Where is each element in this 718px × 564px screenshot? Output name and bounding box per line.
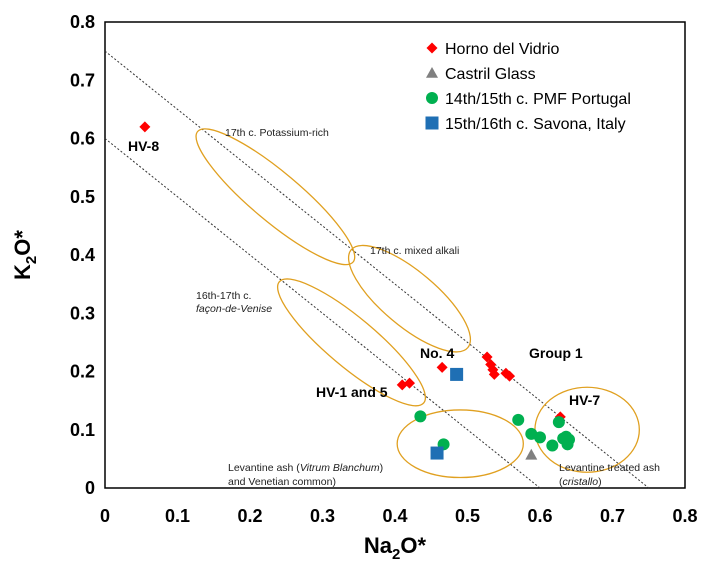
- region-label-facon-line1: 16th-17th c.: [196, 290, 251, 302]
- y-tick-label: 0.3: [70, 303, 95, 323]
- data-point-circle: [561, 438, 574, 451]
- x-tick-label: 0.4: [382, 506, 407, 526]
- legend: Horno del Vidrio Castril Glass 14th/15th c…: [425, 41, 631, 133]
- point-label-hv-8: HV-8: [128, 138, 159, 154]
- x-tick-label: 0.2: [237, 506, 262, 526]
- x-tick-label: 0.6: [527, 506, 552, 526]
- reference-line: [104, 138, 541, 489]
- point-label-group-1: Group 1: [529, 345, 583, 361]
- data-point-diamond: [481, 351, 493, 363]
- data-point-circle: [552, 416, 565, 429]
- legend-marker-diamond: [426, 42, 438, 54]
- y-axis-title: K2O*: [10, 230, 40, 280]
- region-label-mixed-alkali: 17th c. mixed alkali: [370, 245, 459, 257]
- data-point-diamond: [436, 361, 448, 373]
- data-point-triangle: [525, 448, 538, 460]
- point-label-no-4: No. 4: [420, 345, 454, 361]
- legend-marker-square: [425, 116, 439, 130]
- region-label-potassium-rich: 17th c. Potassium-rich: [225, 127, 329, 139]
- x-tick-label: 0: [100, 506, 110, 526]
- region-label-levantine-line1: Levantine ash (Vitrum Blanchum): [228, 462, 383, 474]
- y-axis-ticks: 0 0.1 0.2 0.3 0.4 0.5 0.6 0.7 0.8: [70, 12, 95, 498]
- data-point-square: [450, 367, 464, 381]
- x-tick-label: 0.8: [672, 506, 697, 526]
- x-axis-ticks: 0 0.1 0.2 0.3 0.4 0.5 0.6 0.7 0.8: [100, 506, 698, 526]
- legend-label: Castril Glass: [445, 66, 536, 83]
- x-tick-label: 0.7: [600, 506, 625, 526]
- data-point-circle: [414, 410, 427, 423]
- region-ellipse: [195, 128, 356, 266]
- legend-label: 15th/16th c. Savona, Italy: [445, 116, 626, 133]
- data-point-diamond: [396, 379, 408, 391]
- data-point-diamond: [404, 377, 415, 389]
- y-tick-label: 0.1: [70, 420, 95, 440]
- plot-area-frame: [104, 21, 686, 489]
- y-tick-label: 0.5: [70, 187, 95, 207]
- data-point-circle: [546, 439, 559, 452]
- y-tick-label: 0.4: [70, 245, 95, 265]
- region-label-treated-line1: Levantine treated ash: [559, 462, 660, 474]
- point-label-hv-7: HV-7: [569, 392, 600, 408]
- data-point-square: [430, 446, 444, 460]
- x-axis-title: Na2O*: [364, 533, 427, 563]
- data-point-diamond: [139, 121, 151, 133]
- data-point-circle: [534, 431, 546, 444]
- y-tick-label: 0.6: [70, 129, 95, 149]
- region-label-facon-line2: façon-de-Venise: [196, 303, 272, 315]
- legend-marker-triangle: [426, 67, 438, 78]
- y-tick-label: 0.8: [70, 12, 95, 32]
- region-label-treated-line2: (cristallo): [559, 476, 602, 488]
- x-tick-label: 0.3: [310, 506, 335, 526]
- legend-marker-circle: [426, 92, 438, 104]
- data-points: [139, 121, 575, 460]
- y-tick-label: 0: [85, 478, 95, 498]
- legend-label: 14th/15th c. PMF Portugal: [445, 91, 631, 108]
- data-point-circle: [512, 413, 525, 426]
- data-point-diamond: [504, 370, 516, 382]
- data-point-diamond: [488, 368, 500, 380]
- y-tick-label: 0.2: [70, 362, 95, 382]
- y-tick-label: 0.7: [70, 70, 95, 90]
- x-tick-label: 0.5: [455, 506, 480, 526]
- region-ellipse: [396, 409, 524, 479]
- legend-label: Horno del Vidrio: [445, 41, 560, 58]
- region-ellipse: [276, 278, 427, 407]
- x-tick-label: 0.1: [165, 506, 190, 526]
- point-label-hv-1-and-5: HV-1 and 5: [316, 384, 388, 400]
- region-label-levantine-line2: and Venetian common): [228, 476, 336, 488]
- region-ellipse: [347, 244, 472, 353]
